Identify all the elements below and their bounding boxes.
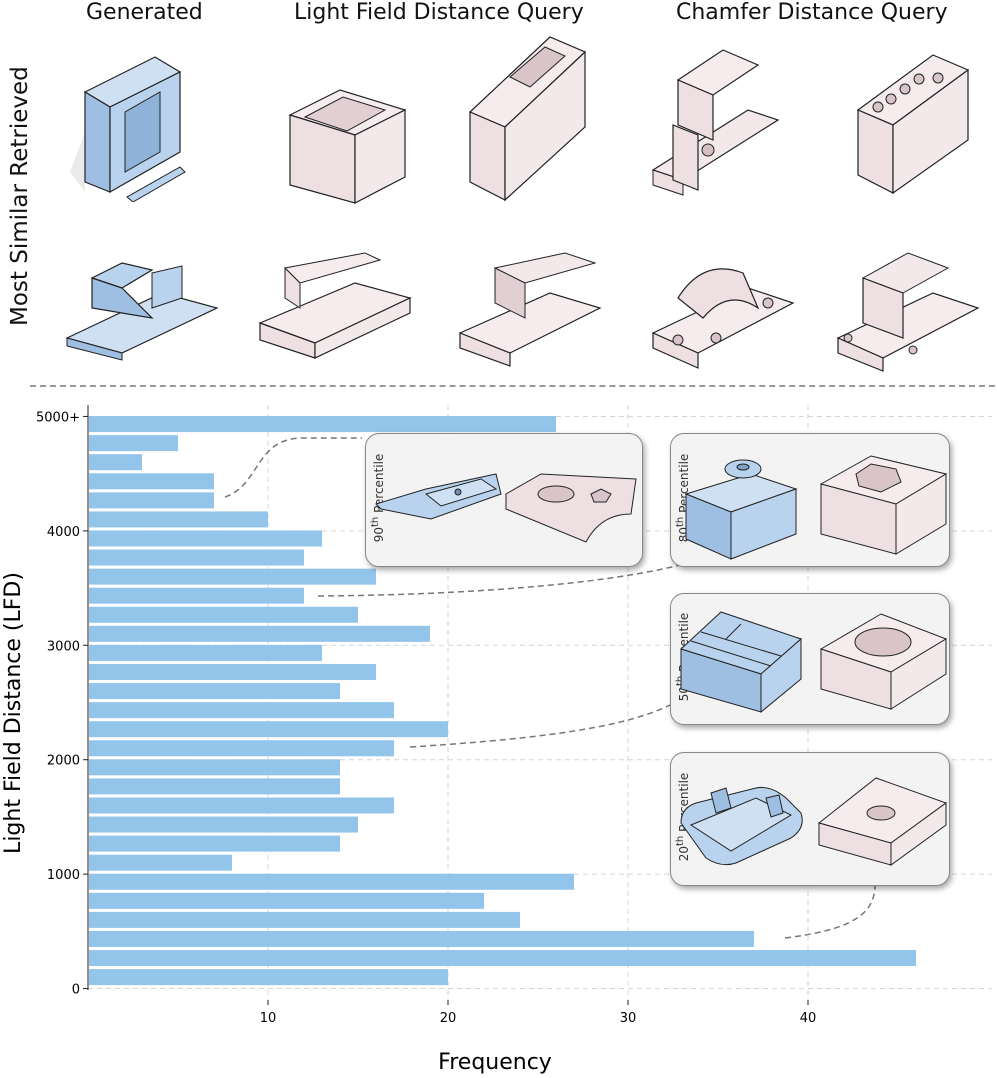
y-tick-label: 2000: [47, 754, 80, 769]
x-tick-label: 40: [800, 1011, 817, 1026]
column-title-lfd-query: Light Field Distance Query: [294, 0, 584, 25]
histogram-bar: [89, 663, 376, 680]
histogram-bar: [89, 625, 430, 642]
connector-20th: [784, 884, 876, 939]
histogram-bar: [89, 721, 448, 738]
histogram-bar: [89, 435, 178, 452]
histogram-bar: [89, 911, 520, 928]
histogram-bar: [89, 530, 322, 547]
histogram-bar: [89, 568, 376, 585]
histogram-bar: [89, 816, 358, 833]
x-tick-label: 30: [620, 1011, 637, 1026]
histogram-bar: [89, 416, 556, 433]
inset-90th-percentile: 90th Percentile: [365, 433, 643, 567]
histogram-bars: [89, 416, 916, 986]
histogram-bar: [89, 969, 448, 986]
section-divider: [30, 385, 995, 387]
cd-retrieved-model-2a: [651, 268, 795, 369]
histogram-bar: [89, 492, 214, 509]
lfd-retrieved-model-2a: [258, 252, 412, 359]
lfd-retrieved-model-1b: [468, 36, 587, 202]
cd-retrieved-model-1b: [856, 54, 970, 195]
x-tick-label: 20: [440, 1011, 457, 1026]
y-tick-label: 1000: [47, 868, 80, 883]
connector-80th: [317, 564, 681, 597]
histogram-bar: [89, 473, 214, 490]
histogram-bar: [89, 873, 574, 890]
inset-50th-models: [680, 611, 948, 714]
lfd-retrieved-model-2b: [458, 252, 602, 367]
histogram-bar: [89, 702, 394, 719]
cd-retrieved-model-2b: [836, 252, 980, 372]
inset-20th-models: [680, 777, 948, 866]
histogram-bar: [89, 892, 484, 909]
column-title-cd-query: Chamfer Distance Query: [676, 0, 948, 25]
histogram-bar: [89, 950, 916, 967]
histogram-bar: [89, 511, 268, 528]
lfd-retrieved-model-1a: [288, 89, 407, 204]
inset-80th-percentile: 80th Percentile: [670, 433, 950, 567]
histogram-bar: [89, 587, 304, 604]
inset-20th-percentile: 20th Percentile: [670, 752, 950, 886]
lfd-histogram: 10 20 30 40 0 1000 2000 3000 4000 5000+ Frequency…: [1, 405, 992, 1075]
histogram-bar: [89, 644, 322, 661]
histogram-bar: [89, 454, 142, 471]
y-tick-label: 4000: [47, 525, 80, 540]
inset-80th-models: [684, 455, 948, 560]
histogram-bar: [89, 549, 304, 566]
y-axis-label: Light Field Distance (LFD): [1, 572, 26, 854]
y-tick-label: 0: [72, 983, 80, 998]
axes: 10 20 30 40 0 1000 2000 3000 4000 5000+: [36, 405, 816, 1026]
y-tick-label: 5000+: [36, 410, 80, 425]
connector-50th: [409, 704, 671, 748]
histogram-bar: [89, 606, 358, 623]
y-tick-label: 3000: [47, 639, 80, 654]
histogram-bar: [89, 778, 340, 795]
inset-50th-percentile: 50th Percentile: [670, 593, 950, 725]
histogram-bar: [89, 930, 754, 947]
most-similar-retrieved-label: Most Similar Retrieved: [7, 66, 33, 326]
generated-model-1: [70, 56, 186, 202]
cd-retrieved-model-1a: [651, 49, 780, 196]
histogram-bar: [89, 797, 394, 814]
column-title-generated: Generated: [86, 0, 203, 25]
histogram-bar: [89, 759, 340, 776]
x-axis-label: Frequency: [438, 1050, 552, 1075]
x-tick-label: 10: [260, 1011, 277, 1026]
connector-90th: [224, 437, 362, 498]
histogram-bar: [89, 683, 340, 700]
histogram-bar: [89, 740, 394, 757]
generated-model-2: [65, 262, 219, 361]
inset-90th-models: [375, 473, 637, 543]
histogram-bar: [89, 854, 232, 871]
histogram-bar: [89, 835, 340, 852]
connectors: [224, 437, 876, 939]
